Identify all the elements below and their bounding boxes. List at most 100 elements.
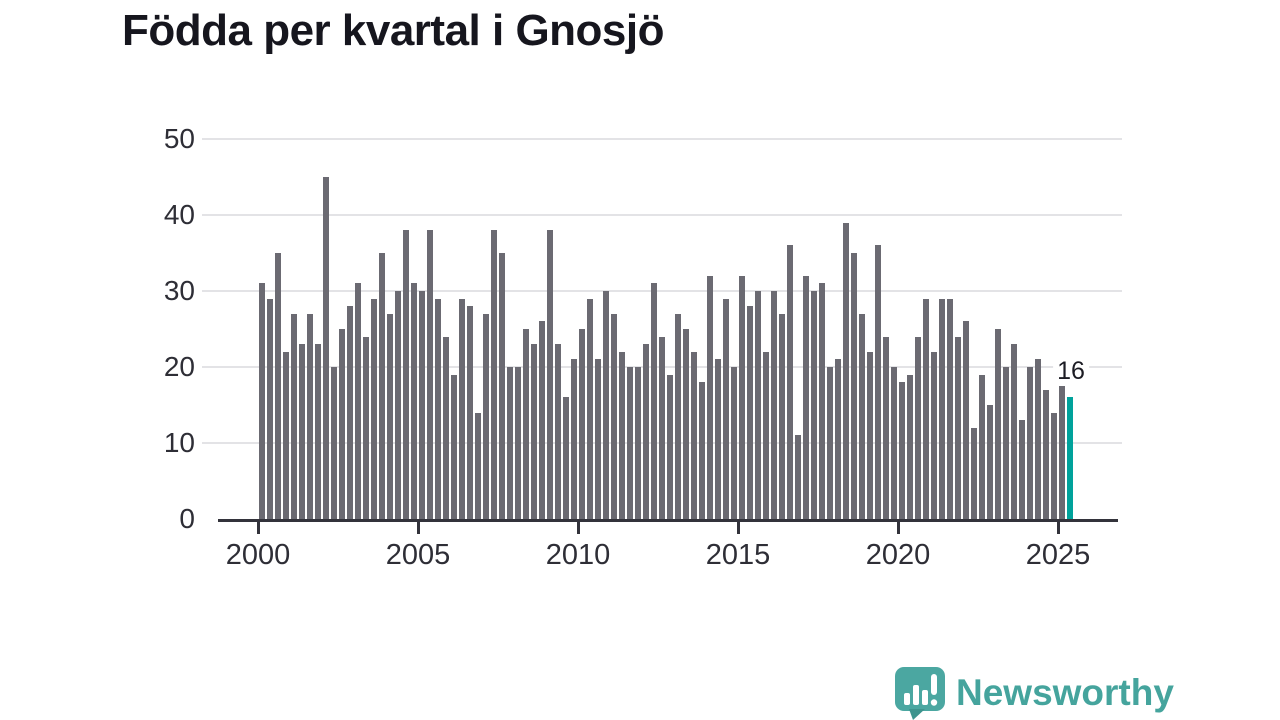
- bar-2002-q4: [346, 306, 354, 519]
- bar-2011-q2: [618, 351, 626, 519]
- gridline-40: [202, 214, 1122, 216]
- bar-2008-q1: [514, 367, 522, 519]
- bar-2009-q1: [546, 230, 554, 519]
- y-tick-label-50: 50: [163, 123, 195, 154]
- x-tick-label-2000: 2000: [225, 539, 291, 571]
- bar-2024-q4: [1050, 412, 1058, 519]
- bar-2022-q4: [986, 405, 994, 519]
- bar-2021-q4: [954, 336, 962, 519]
- bar-2008-q2: [522, 329, 530, 519]
- bar-2009-q4: [570, 359, 578, 519]
- bar-2015-q1: [738, 275, 746, 519]
- bar-2005-q3: [434, 298, 442, 519]
- bar-2011-q3: [626, 367, 634, 519]
- x-tick-2015: [736, 522, 740, 534]
- bar-2005-q1: [418, 291, 426, 519]
- bar-2018-q3: [850, 253, 858, 519]
- x-tick-2020: [896, 522, 900, 534]
- y-tick-label-10: 10: [163, 427, 195, 458]
- bar-2013-q4: [698, 382, 706, 519]
- bar-2017-q1: [802, 275, 810, 519]
- bar-2014-q3: [722, 298, 730, 519]
- bar-2006-q3: [466, 306, 474, 519]
- bar-2011-q1: [610, 313, 618, 519]
- bar-2003-q4: [378, 253, 386, 519]
- bar-2016-q3: [786, 245, 794, 519]
- bar-2020-q4: [922, 298, 930, 519]
- x-tick-2005: [416, 522, 420, 534]
- newsworthy-logo: Newsworthy: [894, 666, 1174, 720]
- x-tick-label-2005: 2005: [385, 539, 451, 571]
- bar-2019-q4: [890, 367, 898, 519]
- y-tick-label-0: 0: [179, 503, 195, 534]
- bar-2016-q4: [794, 435, 802, 519]
- bar-2024-q3: [1042, 389, 1050, 519]
- bar-2004-q3: [402, 230, 410, 519]
- x-tick-2000: [256, 522, 260, 534]
- y-tick-label-20: 20: [163, 351, 195, 382]
- bar-2017-q2: [810, 291, 818, 519]
- bar-2013-q2: [682, 329, 690, 519]
- bar-2000-q1: [258, 283, 266, 519]
- bar-2000-q4: [282, 351, 290, 519]
- bar-2015-q2: [746, 306, 754, 519]
- last-value-annotation: 16: [1053, 357, 1089, 387]
- bar-2021-q2: [938, 298, 946, 519]
- bar-2017-q4: [826, 367, 834, 519]
- bar-2003-q3: [370, 298, 378, 519]
- x-tick-label-2010: 2010: [545, 539, 611, 571]
- bar-2013-q1: [674, 313, 682, 519]
- y-tick-label-40: 40: [163, 199, 195, 230]
- bar-2019-q2: [874, 245, 882, 519]
- y-tick-label-30: 30: [163, 275, 195, 306]
- bar-2010-q2: [586, 298, 594, 519]
- bar-2006-q4: [474, 412, 482, 519]
- bar-2012-q2: [650, 283, 658, 519]
- bar-2023-q2: [1002, 367, 1010, 519]
- chart-title: Födda per kvartal i Gnosjö: [122, 6, 665, 55]
- bar-2006-q2: [458, 298, 466, 519]
- gridline-30: [202, 290, 1122, 292]
- bar-2004-q1: [386, 313, 394, 519]
- bar-2023-q1: [994, 329, 1002, 519]
- bar-2008-q4: [538, 321, 546, 519]
- bar-2004-q4: [410, 283, 418, 519]
- bar-2018-q4: [858, 313, 866, 519]
- bar-2013-q3: [690, 351, 698, 519]
- bar-2002-q2: [330, 367, 338, 519]
- bar-2023-q4: [1018, 420, 1026, 519]
- bar-2007-q3: [498, 253, 506, 519]
- newsworthy-wordmark: Newsworthy: [956, 672, 1174, 713]
- bar-2022-q2: [970, 427, 978, 519]
- bar-2012-q3: [658, 336, 666, 519]
- bar-2018-q2: [842, 222, 850, 519]
- x-tick-2010: [576, 522, 580, 534]
- bar-2022-q1: [962, 321, 970, 519]
- bar-2011-q4: [634, 367, 642, 519]
- bar-2000-q3: [274, 253, 282, 519]
- bar-2009-q3: [562, 397, 570, 519]
- bar-2004-q2: [394, 291, 402, 519]
- bar-2019-q3: [882, 336, 890, 519]
- bar-2002-q1: [322, 177, 330, 519]
- bar-2021-q1: [930, 351, 938, 519]
- bar-2001-q1: [290, 313, 298, 519]
- bar-2016-q1: [770, 291, 778, 519]
- x-tick-label-2020: 2020: [865, 539, 931, 571]
- bar-2020-q2: [906, 374, 914, 519]
- bar-2023-q3: [1010, 344, 1018, 519]
- x-axis-line: [218, 519, 1118, 522]
- bar-2005-q4: [442, 336, 450, 519]
- bar-2025-q1: [1058, 382, 1066, 519]
- bar-2005-q2: [426, 230, 434, 519]
- bar-2010-q1: [578, 329, 586, 519]
- bar-2024-q1: [1026, 367, 1034, 519]
- bar-2002-q3: [338, 329, 346, 519]
- bar-2022-q3: [978, 374, 986, 519]
- bar-2020-q3: [914, 336, 922, 519]
- bar-2012-q1: [642, 344, 650, 519]
- bar-2025-q2: [1066, 397, 1074, 519]
- bar-2007-q1: [482, 313, 490, 519]
- bar-2019-q1: [866, 351, 874, 519]
